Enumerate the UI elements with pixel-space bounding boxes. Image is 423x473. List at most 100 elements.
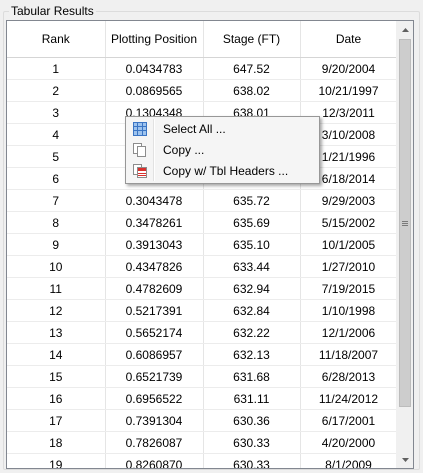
cell-rank[interactable]: 9 [7, 233, 106, 256]
cell-date[interactable]: 5/15/2002 [300, 211, 397, 234]
table-row[interactable]: 10 0.4347826 633.44 1/27/2010 [7, 255, 397, 278]
cell-rank[interactable]: 12 [7, 299, 106, 322]
cell-date[interactable]: 10/21/1997 [300, 79, 397, 102]
cell-stage[interactable]: 632.84 [203, 299, 301, 322]
column-header-plotting-position[interactable]: Plotting Position [105, 21, 204, 58]
cell-plotting-position[interactable]: 0.7391304 [105, 409, 204, 432]
cell-date[interactable]: 9/29/2003 [300, 189, 397, 212]
scrollbar-thumb[interactable] [399, 39, 411, 407]
table-row[interactable]: 7 0.3043478 635.72 9/29/2003 [7, 189, 397, 212]
cell-plotting-position[interactable]: 0.6956522 [105, 387, 204, 410]
menu-item-copy-with-headers[interactable]: Copy w/ Tbl Headers ... [128, 161, 317, 181]
cell-stage[interactable]: 633.44 [203, 255, 301, 278]
context-menu: Select All ... Copy ... Copy w/ Tbl Head… [125, 116, 320, 184]
cell-stage[interactable]: 632.13 [203, 343, 301, 366]
cell-date[interactable]: 1/27/2010 [300, 255, 397, 278]
cell-stage[interactable]: 647.52 [203, 57, 301, 80]
cell-date[interactable]: 9/20/2004 [300, 57, 397, 80]
cell-rank[interactable]: 15 [7, 365, 106, 388]
menu-item-label: Select All ... [163, 122, 226, 136]
results-grid[interactable]: Rank Plotting Position Stage (FT) Date 1… [6, 20, 414, 469]
cell-stage[interactable]: 632.94 [203, 277, 301, 300]
menu-item-copy[interactable]: Copy ... [128, 140, 317, 160]
cell-stage[interactable]: 630.36 [203, 409, 301, 432]
cell-date[interactable]: 12/1/2006 [300, 321, 397, 344]
cell-stage[interactable]: 635.72 [203, 189, 301, 212]
column-header-date[interactable]: Date [300, 21, 397, 58]
cell-rank[interactable]: 8 [7, 211, 106, 234]
cell-date[interactable]: 11/24/2012 [300, 387, 397, 410]
cell-plotting-position[interactable]: 0.4782609 [105, 277, 204, 300]
results-table: Rank Plotting Position Stage (FT) Date 1… [7, 21, 397, 468]
menu-item-select-all[interactable]: Select All ... [128, 119, 317, 139]
cell-plotting-position[interactable]: 0.5217391 [105, 299, 204, 322]
column-header-stage[interactable]: Stage (FT) [203, 21, 301, 58]
cell-rank[interactable]: 16 [7, 387, 106, 410]
cell-rank[interactable]: 4 [7, 123, 106, 146]
table-row[interactable]: 11 0.4782609 632.94 7/19/2015 [7, 277, 397, 300]
table-row[interactable]: 16 0.6956522 631.11 11/24/2012 [7, 387, 397, 410]
cell-rank[interactable]: 2 [7, 79, 106, 102]
cell-plotting-position[interactable]: 0.5652174 [105, 321, 204, 344]
menu-item-label: Copy w/ Tbl Headers ... [163, 164, 289, 178]
cell-plotting-position[interactable]: 0.4347826 [105, 255, 204, 278]
cell-plotting-position[interactable]: 0.6521739 [105, 365, 204, 388]
cell-rank[interactable]: 11 [7, 277, 106, 300]
cell-stage[interactable]: 635.10 [203, 233, 301, 256]
cell-stage[interactable]: 635.69 [203, 211, 301, 234]
cell-date[interactable]: 12/3/2011 [300, 101, 397, 124]
cell-date[interactable]: 7/19/2015 [300, 277, 397, 300]
table-row[interactable]: 13 0.5652174 632.22 12/1/2006 [7, 321, 397, 344]
cell-rank[interactable]: 7 [7, 189, 106, 212]
cell-date[interactable]: 6/28/2013 [300, 365, 397, 388]
scroll-down-arrow-icon[interactable] [397, 451, 413, 468]
table-row[interactable]: 2 0.0869565 638.02 10/21/1997 [7, 79, 397, 102]
cell-stage[interactable]: 630.33 [203, 431, 301, 454]
cell-rank[interactable]: 1 [7, 57, 106, 80]
table-row[interactable]: 15 0.6521739 631.68 6/28/2013 [7, 365, 397, 388]
cell-rank[interactable]: 3 [7, 101, 106, 124]
table-row[interactable]: 9 0.3913043 635.10 10/1/2005 [7, 233, 397, 256]
cell-plotting-position[interactable]: 0.7826087 [105, 431, 204, 454]
table-row[interactable]: 17 0.7391304 630.36 6/17/2001 [7, 409, 397, 432]
cell-rank[interactable]: 13 [7, 321, 106, 344]
table-row[interactable]: 1 0.0434783 647.52 9/20/2004 [7, 57, 397, 80]
cell-stage[interactable]: 631.11 [203, 387, 301, 410]
vertical-scrollbar[interactable] [396, 21, 413, 468]
cell-date[interactable]: 4/20/2000 [300, 431, 397, 454]
table-row[interactable]: 14 0.6086957 632.13 11/18/2007 [7, 343, 397, 366]
cell-plotting-position[interactable]: 0.3043478 [105, 189, 204, 212]
cell-rank[interactable]: 18 [7, 431, 106, 454]
cell-plotting-position[interactable]: 0.6086957 [105, 343, 204, 366]
cell-rank[interactable]: 19 [7, 453, 106, 468]
cell-stage[interactable]: 630.33 [203, 453, 301, 468]
cell-stage[interactable]: 638.02 [203, 79, 301, 102]
cell-date[interactable]: 11/18/2007 [300, 343, 397, 366]
table-row[interactable]: 18 0.7826087 630.33 4/20/2000 [7, 431, 397, 454]
column-header-rank[interactable]: Rank [7, 21, 106, 58]
table-row[interactable]: 19 0.8260870 630.33 8/1/2009 [7, 453, 397, 468]
cell-date[interactable]: 6/18/2014 [300, 167, 397, 190]
cell-date[interactable]: 1/21/1996 [300, 145, 397, 168]
cell-date[interactable]: 3/10/2008 [300, 123, 397, 146]
cell-rank[interactable]: 10 [7, 255, 106, 278]
cell-date[interactable]: 1/10/1998 [300, 299, 397, 322]
cell-plotting-position[interactable]: 0.0434783 [105, 57, 204, 80]
cell-plotting-position[interactable]: 0.8260870 [105, 453, 204, 468]
cell-plotting-position[interactable]: 0.3913043 [105, 233, 204, 256]
cell-plotting-position[interactable]: 0.3478261 [105, 211, 204, 234]
table-row[interactable]: 8 0.3478261 635.69 5/15/2002 [7, 211, 397, 234]
cell-rank[interactable]: 5 [7, 145, 106, 168]
cell-date[interactable]: 8/1/2009 [300, 453, 397, 468]
cell-plotting-position[interactable]: 0.0869565 [105, 79, 204, 102]
cell-stage[interactable]: 632.22 [203, 321, 301, 344]
table-row[interactable]: 12 0.5217391 632.84 1/10/1998 [7, 299, 397, 322]
cell-date[interactable]: 10/1/2005 [300, 233, 397, 256]
cell-rank[interactable]: 14 [7, 343, 106, 366]
cell-rank[interactable]: 17 [7, 409, 106, 432]
scroll-up-arrow-icon[interactable] [397, 21, 413, 38]
cell-date[interactable]: 6/17/2001 [300, 409, 397, 432]
cell-stage[interactable]: 631.68 [203, 365, 301, 388]
menu-gutter [153, 119, 155, 181]
cell-rank[interactable]: 6 [7, 167, 106, 190]
